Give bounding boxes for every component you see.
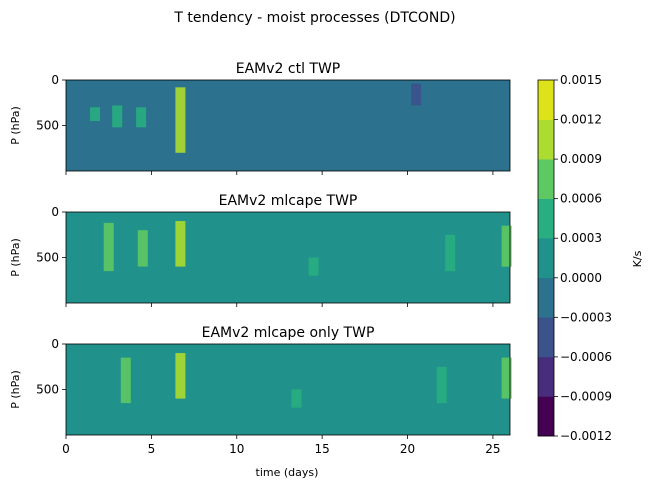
heatmap-feature (445, 234, 456, 272)
heatmap-feature (136, 107, 147, 128)
heatmap-feature (291, 389, 302, 408)
x-tick-label: 20 (400, 442, 415, 456)
heatmap-feature (501, 225, 512, 267)
heatmap-background (66, 80, 510, 171)
heatmap-feature (501, 357, 512, 399)
colorbar-tick-label: −0.0012 (560, 429, 612, 443)
heatmap-feature (137, 230, 148, 267)
y-tick-label: 500 (36, 383, 59, 397)
panel-3: EAMv2 mlcape only TWP P (hPa) 0 500 0 5 10 15 20… (9, 325, 512, 456)
panel-title: EAMv2 mlcape only TWP (202, 325, 375, 341)
colorbar-tick-label: 0.0006 (560, 192, 602, 206)
y-axis-label: P (hPa) (9, 370, 22, 409)
panel-1: EAMv2 ctl TWP P (hPa) 0 500 (9, 61, 511, 175)
colorbar-band (538, 356, 554, 397)
colorbar-label: K/s (631, 250, 644, 267)
colorbar-tick-label: −0.0009 (560, 389, 612, 403)
x-tick-label: 15 (315, 442, 330, 456)
y-axis-label: P (hPa) (9, 106, 22, 145)
colorbar-band (538, 80, 554, 120)
panel-title: EAMv2 mlcape TWP (219, 193, 358, 209)
colorbar-tick-label: −0.0003 (560, 310, 612, 324)
y-tick-label: 500 (36, 119, 59, 133)
colorbar-band (538, 159, 554, 199)
x-tick-label: 10 (229, 442, 244, 456)
colorbar-band (538, 238, 554, 279)
colorbar-tick-label: 0.0000 (560, 271, 602, 285)
colorbar: −0.0012 −0.0009 −0.0006 −0.0003 0.0000 0.0003… (537, 73, 612, 443)
x-tick-label: 0 (62, 442, 70, 456)
x-tick-label: 5 (148, 442, 156, 456)
heatmap-background (66, 212, 510, 303)
heatmap-feature (308, 257, 319, 276)
heatmap-feature (436, 366, 447, 404)
heatmap-feature (90, 107, 100, 121)
colorbar-tick-label: 0.0015 (560, 73, 602, 87)
heatmap-background (66, 344, 510, 435)
y-tick-label: 0 (51, 337, 59, 351)
y-tick-label: 0 (51, 73, 59, 87)
panel-2: EAMv2 mlcape TWP P (hPa) 0 500 (9, 193, 512, 307)
colorbar-band (538, 277, 554, 318)
heatmap-feature (411, 83, 422, 106)
x-tick-label: 25 (485, 442, 500, 456)
heatmap-feature (175, 353, 186, 399)
heatmap-feature (103, 222, 114, 272)
colorbar-band (538, 119, 554, 160)
colorbar-tick-label: 0.0003 (560, 231, 602, 245)
heatmap-feature (120, 357, 131, 404)
y-tick-label: 0 (51, 205, 59, 219)
colorbar-tick-label: 0.0012 (560, 113, 602, 127)
colorbar-band (538, 396, 554, 437)
heatmap-feature (175, 87, 186, 153)
y-tick-label: 500 (36, 251, 59, 265)
y-axis-label: P (hPa) (9, 238, 22, 277)
colorbar-frame (537, 79, 555, 437)
colorbar-tick-label: 0.0009 (560, 152, 602, 166)
colorbar-tick-label: −0.0006 (560, 350, 612, 364)
figure-title: T tendency - moist processes (DTCOND) (173, 10, 455, 26)
panel-title: EAMv2 ctl TWP (236, 61, 341, 77)
heatmap-feature (175, 221, 186, 267)
colorbar-band (538, 317, 554, 358)
colorbar-band (538, 198, 554, 239)
heatmap-feature (112, 105, 123, 128)
x-axis-label: time (days) (256, 466, 319, 479)
